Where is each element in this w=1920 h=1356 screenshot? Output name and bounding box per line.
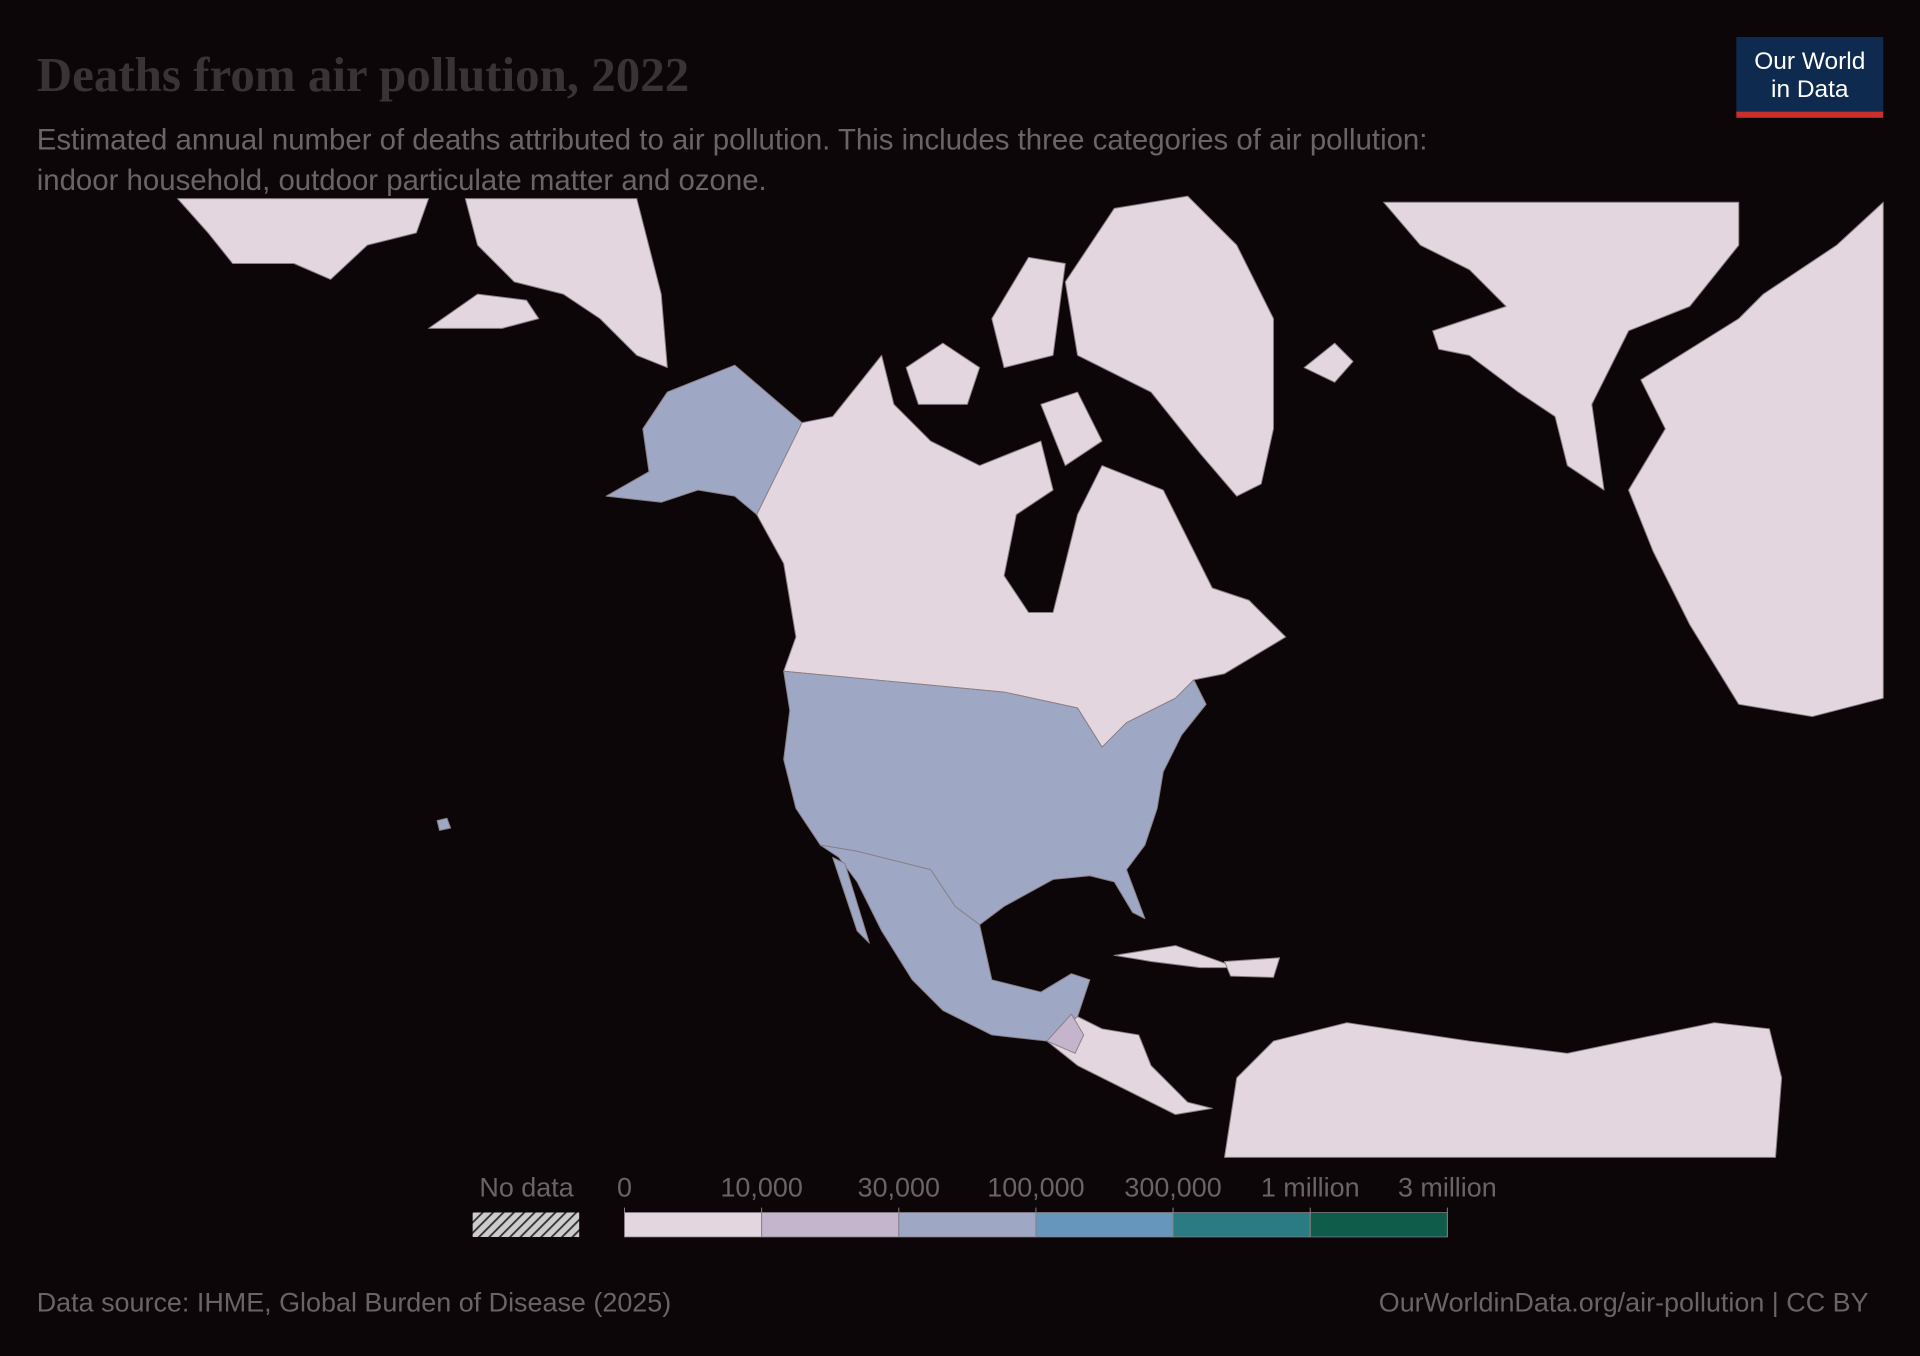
logo-box: [1736, 36, 1884, 113]
island: [905, 342, 981, 405]
legend-tick-label: 0: [617, 1173, 632, 1203]
country: [605, 364, 803, 516]
country: [1224, 1022, 1783, 1158]
legend-tick-label: 10,000: [720, 1173, 802, 1203]
country: [1064, 195, 1274, 497]
legend-tick-label: 300,000: [1124, 1173, 1221, 1203]
logo-text: in Data: [1771, 76, 1849, 103]
country: [1628, 201, 1884, 718]
map: [177, 195, 1884, 1158]
source: Data source: IHME, Global Burden of Dise…: [37, 1288, 671, 1318]
legend-tick-label: 100,000: [987, 1173, 1084, 1203]
country: [819, 844, 1091, 1042]
legend-bin: [1309, 1212, 1448, 1238]
legend-bin: [1035, 1212, 1174, 1238]
subtitle: Estimated annual number of deaths attrib…: [37, 124, 1428, 157]
subtitle: indoor household, outdoor particulate ma…: [37, 164, 767, 197]
logo-bar: [1736, 111, 1884, 118]
legend-tick-label: 30,000: [858, 1173, 940, 1203]
island: [1040, 391, 1103, 467]
legend-no-data: No data: [479, 1173, 573, 1203]
country: [1046, 1013, 1085, 1054]
legend: No data 0 10,000 30,000 100,000 300,000 1 mil…: [472, 1173, 1497, 1238]
legend-tick-label: 1 million: [1261, 1173, 1360, 1203]
country: [1303, 342, 1354, 383]
legend-bin: [624, 1212, 762, 1238]
country: [177, 198, 430, 280]
island: [436, 817, 452, 831]
url: OurWorldinData.org/air-pollution | CC BY: [1379, 1288, 1869, 1318]
country: [1383, 201, 1740, 491]
title: Deaths from air pollution, 2022: [37, 47, 690, 102]
legend-tick-label: 3 million: [1398, 1173, 1497, 1203]
country: [832, 856, 870, 944]
country: [428, 293, 540, 329]
country: [1046, 1016, 1213, 1116]
legend-bin: [761, 1212, 900, 1238]
island: [1113, 945, 1238, 969]
legend-no-data-swatch: [472, 1212, 580, 1237]
country: [464, 198, 668, 369]
legend-bin: [898, 1212, 1037, 1238]
legend-bin: [1172, 1212, 1311, 1238]
logo-text: Our World: [1754, 48, 1865, 75]
logo[interactable]: Our World in Data: [1736, 36, 1884, 118]
island: [1224, 957, 1281, 978]
island: [991, 256, 1066, 369]
